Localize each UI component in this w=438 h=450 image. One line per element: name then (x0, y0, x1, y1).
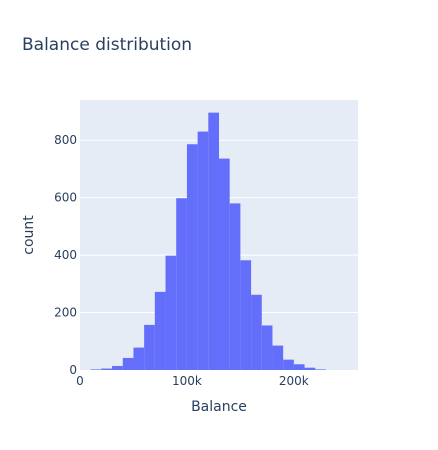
x-tick-label: 200k (279, 374, 309, 388)
histogram-bar[interactable] (208, 112, 219, 370)
histogram-bar[interactable] (304, 367, 316, 370)
chart-title: Balance distribution (22, 35, 192, 55)
x-tick-label: 100k (172, 374, 202, 388)
histogram-bar[interactable] (272, 345, 284, 370)
x-axis-ticks: 0 100k 200k (76, 374, 309, 388)
histogram-bar[interactable] (219, 158, 230, 370)
histogram-bar[interactable] (240, 260, 252, 370)
histogram-bar[interactable] (112, 365, 123, 370)
histogram-bar[interactable] (197, 131, 209, 370)
histogram-bar[interactable] (261, 325, 273, 370)
x-tick-label: 0 (76, 374, 84, 388)
histogram-bar[interactable] (144, 324, 155, 370)
histogram-bar[interactable] (315, 369, 326, 370)
histogram-bar[interactable] (251, 294, 262, 370)
histogram-bar[interactable] (283, 359, 294, 370)
y-axis-title: count (21, 215, 37, 255)
y-tick-label: 800 (54, 133, 77, 147)
histogram-bar[interactable] (101, 368, 113, 370)
histogram-bars (90, 112, 326, 370)
histogram-bar[interactable] (186, 144, 198, 370)
x-axis-title: Balance (191, 399, 247, 415)
histogram-bar[interactable] (165, 255, 177, 370)
y-tick-label: 0 (69, 363, 77, 377)
histogram-bar[interactable] (154, 291, 166, 370)
y-axis-ticks: 0 200 400 600 800 (54, 133, 77, 377)
histogram-bar[interactable] (176, 198, 187, 370)
y-tick-label: 400 (54, 248, 77, 262)
y-tick-label: 200 (54, 306, 77, 320)
histogram-bar[interactable] (122, 357, 134, 370)
histogram-bar[interactable] (90, 369, 102, 370)
histogram-bar[interactable] (133, 347, 145, 370)
histogram-bar[interactable] (293, 364, 305, 370)
y-tick-label: 600 (54, 191, 77, 205)
histogram-bar[interactable] (229, 203, 241, 370)
